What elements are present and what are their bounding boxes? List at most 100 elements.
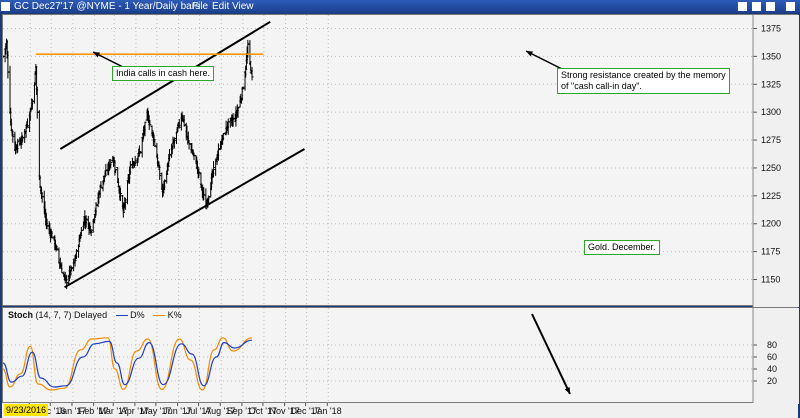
price-tick-label: 1275 (761, 135, 781, 145)
price-bar (250, 66, 254, 81)
price-bar (25, 118, 29, 128)
price-bar (212, 161, 216, 178)
menu-file[interactable]: File (192, 1, 209, 12)
start-date-label: 9/23/2016 (4, 404, 49, 416)
price-bar (119, 187, 123, 202)
price-bar (99, 181, 103, 188)
price-bar (172, 137, 176, 149)
price-bar (166, 161, 170, 172)
price-tick-label: 1175 (761, 247, 780, 257)
price-tick-label: 1300 (761, 107, 781, 117)
menu-edit[interactable]: Edit (212, 1, 230, 12)
price-bar (167, 149, 171, 162)
price-bar (158, 165, 162, 180)
price-bar (148, 119, 152, 126)
price-bar (216, 143, 220, 161)
x-tick-label: Aug '17 (205, 406, 235, 416)
price-bar (197, 168, 201, 178)
stoch-y-axis-bg (753, 308, 799, 404)
stoch-chart: 20 40 60 80 (3, 308, 799, 404)
x-tick-label: Mar '17 (98, 406, 128, 416)
gold-annotation: Gold. December. (584, 240, 660, 255)
india-arrow (92, 51, 124, 68)
x-tick-label: Jun '17 (163, 406, 192, 416)
stoch-legend-swatch-d (115, 315, 128, 317)
x-tick-label: Apr '17 (121, 406, 149, 416)
price-bar (89, 228, 93, 237)
price-bar (182, 114, 186, 127)
price-bar (143, 121, 147, 137)
price-bar (177, 118, 181, 129)
menu-view[interactable]: View (232, 1, 254, 12)
price-bar (248, 40, 252, 66)
price-bar (8, 65, 12, 114)
price-tick-label: 1250 (761, 163, 781, 173)
stoch-legend-swatch-k (153, 315, 166, 317)
price-bar (10, 129, 14, 137)
price-bar (37, 110, 41, 181)
minimize-icon[interactable] (738, 2, 747, 11)
restore-icon[interactable] (766, 2, 775, 11)
channel-upper-line (59, 20, 271, 150)
x-tick-label: Sep '17 (227, 406, 257, 416)
price-bar (231, 113, 235, 127)
channel-lower-line (64, 148, 305, 289)
price-bar (38, 175, 42, 187)
price-bar (241, 86, 245, 90)
stoch-legend: Stoch (14, 7, 7) Delayed D% K% (8, 310, 182, 320)
price-bar (70, 266, 74, 272)
maximize-icon[interactable] (752, 2, 761, 11)
stoch-panel: 20 40 60 80 (2, 307, 799, 404)
price-y-axis-bg (753, 15, 799, 307)
price-bar (94, 201, 98, 216)
price-bar (121, 202, 125, 218)
stoch-down-arrow (531, 313, 571, 395)
price-bar (236, 106, 240, 119)
price-bar (128, 161, 132, 175)
x-tick-label: Jan '18 (313, 406, 342, 416)
price-bar (84, 215, 88, 228)
x-tick-label: Jan '17 (58, 406, 87, 416)
window-menu-icon[interactable] (1, 2, 10, 11)
price-bar (104, 163, 108, 176)
stoch-params: (14, 7, 7) Delayed (35, 310, 108, 320)
price-bar (200, 183, 204, 191)
x-tick-label: Oct '17 (249, 406, 277, 416)
price-bar (187, 141, 191, 150)
stoch-tick-label: 40 (767, 364, 777, 374)
stoch-legend-d: D% (130, 310, 145, 320)
x-tick-label: Dec '16 (35, 406, 65, 416)
price-bar (123, 197, 127, 210)
close-icon[interactable] (786, 2, 795, 11)
x-tick-label: May '17 (140, 406, 171, 416)
stoch-tick-label: 80 (767, 340, 777, 350)
price-panel: 1150 1175 1200 1225 1250 1275 1300 1325 1350 1375 (2, 14, 799, 307)
price-bar (35, 86, 39, 119)
price-bar (186, 131, 190, 144)
price-bar (133, 156, 137, 167)
price-bar (30, 99, 34, 110)
x-tick-label: Jul '17 (186, 406, 212, 416)
stoch-tick-label: 60 (767, 352, 777, 362)
price-bar (195, 160, 199, 174)
price-bar (138, 151, 142, 154)
price-bar (55, 245, 59, 251)
x-tick-label: Feb '17 (79, 406, 109, 416)
stoch-legend-k: K% (167, 310, 182, 320)
price-bar (207, 195, 211, 204)
price-chart: 1150 1175 1200 1225 1250 1275 1300 1325 1350 1375 (3, 15, 799, 307)
window-title: GC Dec27'17 @NYME - 1 Year/Daily bars (14, 1, 201, 12)
stoch-d-line (3, 339, 253, 388)
price-bar (114, 169, 118, 174)
price-bar (88, 221, 92, 232)
price-bar (126, 180, 130, 205)
stoch-k-line (3, 337, 253, 391)
price-bar (74, 248, 78, 260)
price-bar (16, 138, 20, 153)
price-bar (11, 131, 15, 143)
price-bar (60, 262, 64, 274)
price-bar (29, 109, 33, 113)
